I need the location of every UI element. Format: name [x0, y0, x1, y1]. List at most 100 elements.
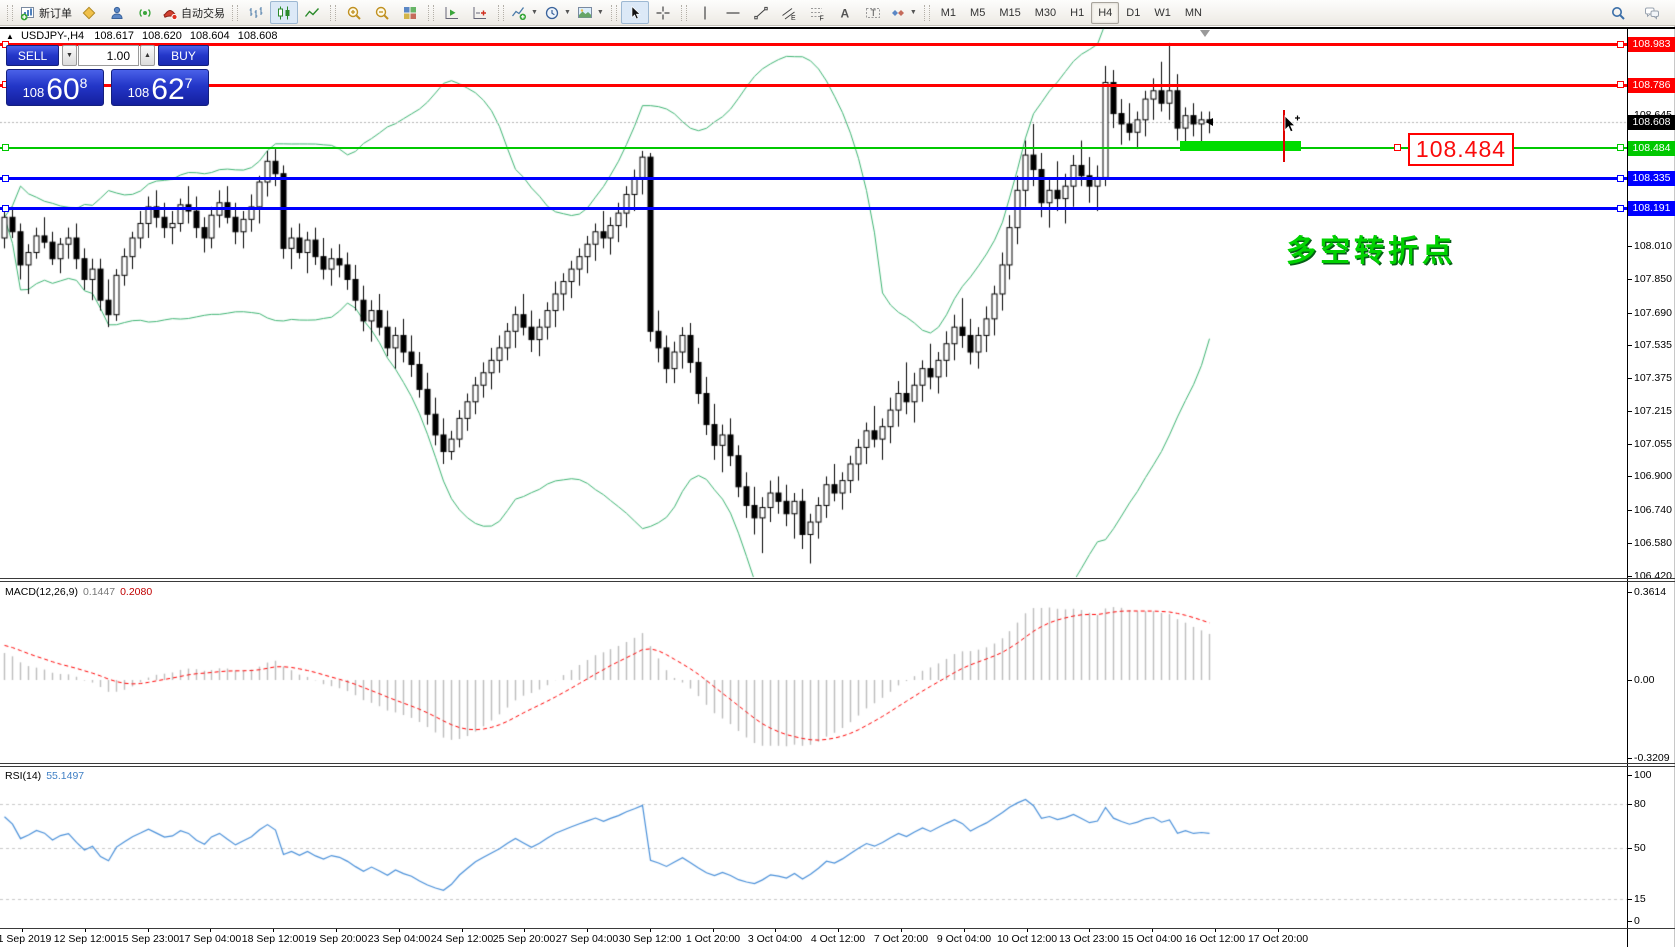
horizontal-line-108.191[interactable] [0, 207, 1627, 210]
line-anchor-handle[interactable] [2, 175, 9, 182]
templates-button[interactable]: ▼ [574, 1, 607, 24]
periods-button[interactable]: ▼ [541, 1, 574, 24]
zoom-in-icon [346, 5, 362, 21]
price-tick-label: 107.535 [1634, 339, 1672, 351]
line-chart-icon [304, 5, 320, 21]
sell-quote-button[interactable]: 108 60 8 [6, 69, 104, 106]
timeframe-d1-button[interactable]: D1 [1126, 6, 1141, 19]
timeframe-mn-button[interactable]: MN [1184, 6, 1202, 19]
timeframe-m1-button[interactable]: M1 [940, 6, 957, 19]
line-anchor-handle[interactable] [1617, 175, 1624, 182]
price-callout-box[interactable]: 108.484 [1408, 133, 1514, 166]
horizontal-line-108.786[interactable] [0, 84, 1627, 87]
one-click-trading-panel: SELL ▼ 1.00 ▲ BUY 108 60 8 108 62 7 [6, 45, 209, 106]
timeframe-m5-button[interactable]: M5 [970, 6, 986, 19]
sell-price-pips: 60 [46, 72, 80, 106]
horizontal-line-108.484[interactable] [0, 147, 1627, 149]
candle-chart-button[interactable] [270, 1, 298, 24]
horizontal-line-button[interactable] [719, 1, 747, 24]
indicators-button[interactable]: ▼ [508, 1, 541, 24]
red-vertical-mark[interactable] [1283, 110, 1285, 162]
market-watch-button[interactable] [75, 1, 103, 24]
vline-icon [697, 5, 713, 21]
data-window-icon [109, 5, 125, 21]
line-anchor-handle[interactable] [2, 41, 9, 48]
rsi-tick-label: 100 [1634, 769, 1652, 781]
timeframe-m15-button[interactable]: M15 [999, 6, 1021, 19]
chart-shift-button[interactable] [466, 1, 494, 24]
timeframe-h4-button[interactable]: H4 [1091, 1, 1120, 24]
cursor-button[interactable] [620, 1, 649, 24]
shapes-button[interactable]: ▼ [887, 1, 920, 24]
timeframe-w1-button[interactable]: W1 [1154, 6, 1171, 19]
vertical-line-button[interactable] [691, 1, 719, 24]
shapes-icon [890, 5, 906, 21]
bar-chart-button[interactable] [242, 1, 270, 24]
price-tick-mark [1627, 476, 1632, 477]
autotrade-button[interactable]: 自动交易 [159, 1, 228, 24]
time-axis-label: 27 Sep 04:00 [555, 933, 619, 945]
line-anchor-handle[interactable] [2, 205, 9, 212]
line-anchor-handle[interactable] [1617, 41, 1624, 48]
line-anchor-handle[interactable] [2, 144, 9, 151]
auto-scroll-button[interactable] [438, 1, 466, 24]
new-order-button[interactable]: 新订单 [17, 1, 75, 24]
time-axis-label: 10 Oct 12:00 [996, 933, 1058, 945]
time-axis-label: 11 Sep 2019 [0, 933, 52, 945]
price-tick-label: 107.690 [1634, 307, 1672, 319]
fibonacci-button[interactable]: F [803, 1, 831, 24]
svg-text:E: E [791, 15, 796, 21]
price-tick-label: 107.215 [1634, 405, 1672, 417]
chart-shift-marker[interactable] [1200, 30, 1210, 37]
timeframe-h1-button[interactable]: H1 [1070, 6, 1085, 19]
search-button[interactable] [1604, 1, 1632, 24]
sell-button[interactable]: SELL [6, 45, 59, 66]
zoom-in-button[interactable] [340, 1, 368, 24]
line-chart-button[interactable] [298, 1, 326, 24]
callout-anchor-handle[interactable] [1394, 144, 1401, 151]
timeframe-m30-button[interactable]: M30 [1034, 6, 1057, 19]
horizontal-line-108.335[interactable] [0, 177, 1627, 180]
macd-tick-mark [1627, 758, 1632, 759]
ohlc-high: 108.620 [142, 30, 182, 42]
line-anchor-handle[interactable] [1617, 144, 1624, 151]
support-zone-highlight[interactable] [1180, 141, 1301, 151]
time-tick-mark [964, 928, 965, 932]
buy-button[interactable]: BUY [158, 45, 209, 66]
line-anchor-handle[interactable] [1617, 81, 1624, 88]
data-window-button[interactable] [103, 1, 131, 24]
label-button[interactable]: T [859, 1, 887, 24]
volume-input[interactable]: 1.00 [78, 45, 139, 66]
zoom-out-button[interactable] [368, 1, 396, 24]
volume-increase-button[interactable]: ▲ [140, 45, 155, 66]
shift-icon [472, 5, 488, 21]
rsi-tick-mark [1627, 775, 1632, 776]
time-axis-label: 13 Oct 23:00 [1058, 933, 1120, 945]
trendline-button[interactable] [747, 1, 775, 24]
svg-text:T: T [870, 8, 876, 18]
text-button[interactable]: A [831, 1, 859, 24]
macd-tick-label: -0.3209 [1634, 752, 1670, 764]
tile-windows-button[interactable] [396, 1, 424, 24]
volume-decrease-button[interactable]: ▼ [62, 45, 77, 66]
navigator-button[interactable] [131, 1, 159, 24]
time-axis-line [0, 928, 1675, 929]
crosshair-button[interactable] [649, 1, 677, 24]
chevron-down-icon: ▼ [531, 9, 538, 16]
collapse-arrow-icon[interactable]: ▲ [6, 32, 14, 41]
channel-button[interactable]: E [775, 1, 803, 24]
navigator-icon [137, 5, 153, 21]
chat-button[interactable] [1638, 1, 1666, 24]
chevron-down-icon: ▼ [596, 9, 604, 16]
svg-text:F: F [819, 15, 823, 21]
time-axis-label: 1 Oct 20:00 [685, 933, 741, 945]
buy-quote-button[interactable]: 108 62 7 [111, 69, 209, 106]
line-anchor-handle[interactable] [1617, 205, 1624, 212]
horizontal-line-108.983[interactable] [0, 43, 1627, 46]
new-order-icon [20, 5, 36, 21]
bull-bear-turning-point-annotation[interactable]: 多空转折点 [1286, 234, 1456, 269]
price-tick-label: 106.740 [1634, 504, 1672, 516]
tiles-icon [402, 5, 418, 21]
